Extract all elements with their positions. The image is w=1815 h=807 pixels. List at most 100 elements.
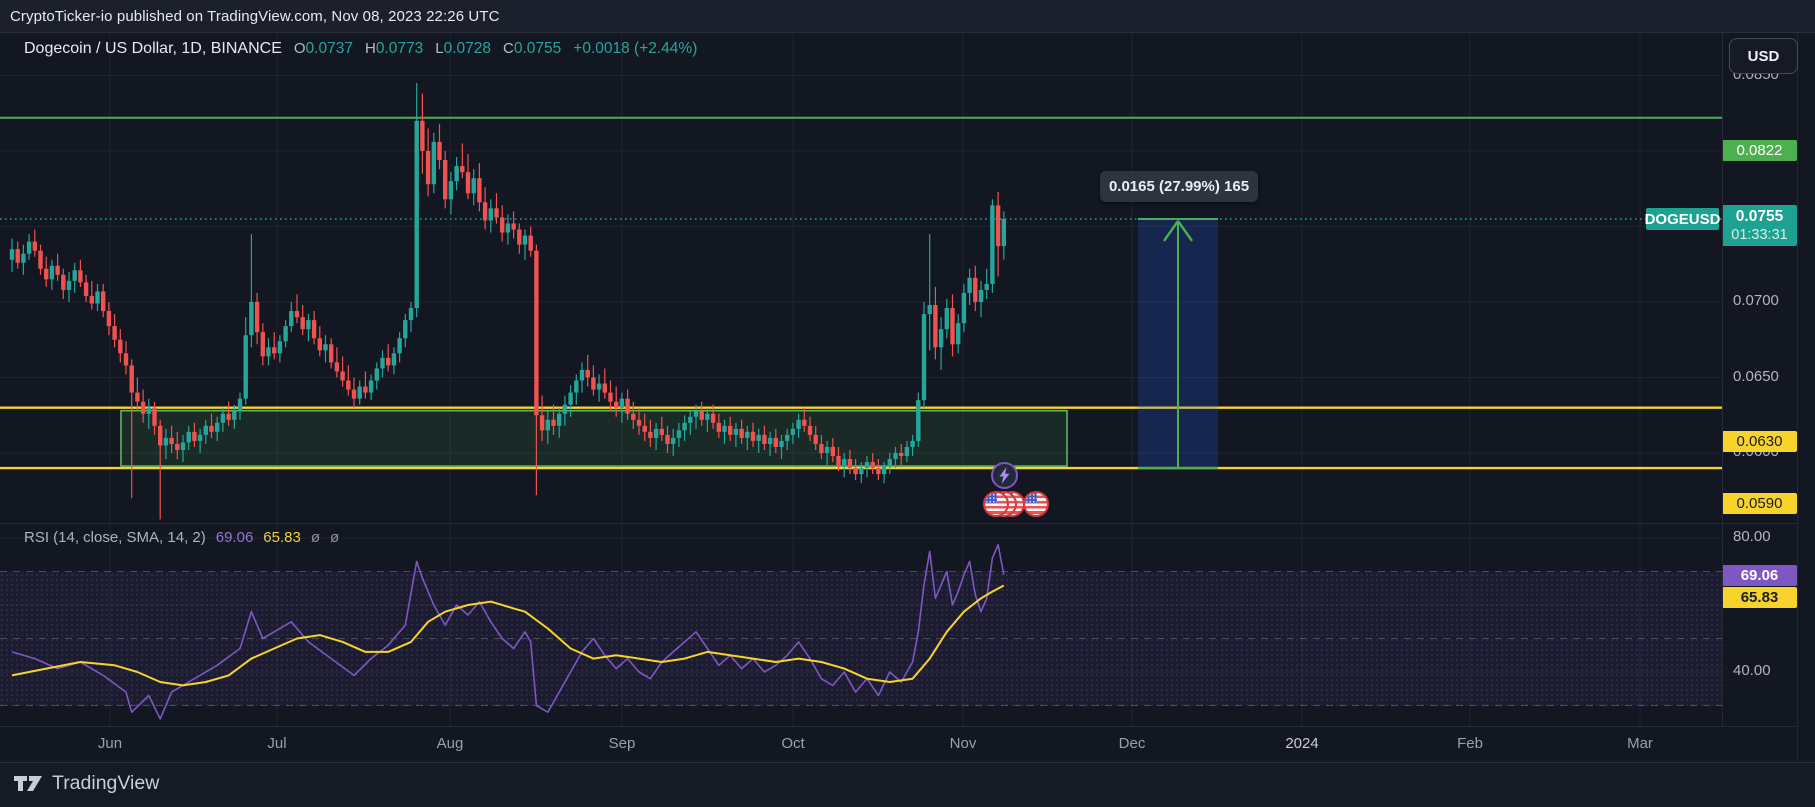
tradingview-logo[interactable]: TradingView — [14, 772, 159, 795]
candle-body — [203, 425, 208, 435]
symbol-title[interactable]: Dogecoin / US Dollar, 1D, BINANCE — [24, 40, 282, 57]
candle-body — [66, 280, 72, 290]
candle-body — [984, 283, 989, 290]
candle-body — [608, 392, 613, 402]
candle-body — [916, 400, 921, 441]
candle-body — [636, 419, 642, 426]
candle-body — [391, 353, 397, 366]
candle-body — [266, 347, 271, 357]
candle-body — [967, 277, 972, 293]
candle-body — [420, 120, 425, 151]
candle-body — [403, 320, 408, 339]
candle-body — [904, 446, 910, 457]
candle-body — [842, 459, 847, 466]
symbol-legend[interactable]: Dogecoin / US Dollar, 1D, BINANCE O 0.07… — [24, 39, 697, 59]
us-flag-icon[interactable] — [1023, 491, 1049, 517]
candle-body — [89, 295, 94, 304]
candle-body — [9, 249, 15, 260]
zone-bottom-price-label: 0.0590 — [1722, 493, 1797, 514]
candle-body — [864, 462, 870, 469]
candle-body — [300, 317, 305, 330]
candle-body — [38, 250, 43, 269]
candle-body — [790, 428, 796, 435]
candle-body — [614, 401, 619, 408]
candle-body — [500, 217, 505, 233]
measure-arrowhead — [1177, 220, 1193, 242]
candle-body — [277, 341, 283, 354]
candle-body — [340, 371, 345, 381]
candle-body — [847, 459, 853, 469]
rsi-legend[interactable]: RSI (14, close, SMA, 14, 2) 69.06 65.83 … — [24, 528, 339, 546]
lightning-event-icon[interactable] — [991, 462, 1018, 489]
candle-body — [329, 344, 334, 363]
candle-body — [733, 428, 739, 435]
candle-body — [454, 166, 459, 182]
candle-body — [568, 392, 573, 405]
candle-body — [767, 437, 773, 444]
ticker-name-label: DOGEUSD — [1645, 208, 1720, 230]
time-axis-label: Mar — [1627, 735, 1653, 752]
currency-toggle-button[interactable]: USD — [1729, 38, 1798, 74]
time-axis-label: Sep — [608, 735, 636, 752]
candle-body — [956, 323, 961, 345]
candlestick-series — [9, 83, 1006, 520]
candle-body — [859, 468, 864, 475]
candle-body — [414, 120, 419, 309]
footer-bar: TradingView — [0, 763, 1815, 807]
us-flag-icon[interactable] — [983, 491, 1009, 517]
candle-body — [243, 335, 248, 399]
candle-body — [716, 422, 721, 432]
candle-body — [688, 416, 693, 423]
candle-body — [180, 442, 186, 450]
candle-body — [232, 410, 237, 420]
rsi-title[interactable]: RSI (14, close, SMA, 14, 2) — [24, 528, 206, 546]
candle-body — [215, 422, 220, 432]
candle-body — [921, 314, 927, 401]
candle-body — [602, 383, 607, 393]
candle-body — [705, 413, 710, 420]
candle-body — [722, 425, 727, 432]
candle-body — [386, 357, 391, 366]
ohlc-high: H 0.0773 — [364, 40, 424, 57]
measure-drawing[interactable] — [1138, 217, 1218, 470]
candle-body — [545, 419, 550, 431]
price-tick-label: 0.0700 — [1733, 292, 1779, 309]
candle-body — [357, 386, 362, 399]
chart-plot[interactable] — [0, 33, 1722, 763]
rsi-band-texture — [0, 571, 1722, 706]
candle-body — [283, 326, 288, 342]
candle-body — [887, 459, 892, 466]
candle-body — [933, 305, 938, 348]
candle-body — [44, 268, 49, 280]
candle-body — [739, 428, 744, 438]
candle-body — [819, 443, 824, 453]
candle-body — [380, 357, 385, 369]
price-axis[interactable]: 0.08500.08000.07500.07000.06500.060080.0… — [1722, 33, 1815, 726]
candle-body — [374, 368, 379, 381]
support-zone-box[interactable] — [120, 409, 1068, 467]
candle-body — [574, 380, 579, 393]
candle-body — [95, 291, 100, 304]
candle-body — [26, 241, 32, 254]
candle-body — [830, 446, 835, 457]
candle-body — [539, 415, 545, 431]
pane-separator[interactable] — [0, 523, 1797, 524]
candle-body — [728, 425, 733, 435]
candle-body — [973, 277, 978, 302]
candle-body — [813, 434, 818, 444]
price-tick-label: 0.0650 — [1733, 367, 1779, 385]
candle-body — [209, 425, 214, 432]
time-axis-label: Jun — [97, 735, 123, 752]
candle-body — [163, 437, 169, 446]
tradingview-logo-text: TradingView — [52, 772, 160, 794]
candle-body — [220, 413, 226, 423]
candle-body — [676, 430, 682, 438]
rsi-value-label: 69.06 — [1722, 565, 1797, 586]
measure-tooltip[interactable]: 0.0165 (27.99%) 165 — [1100, 171, 1258, 202]
time-axis[interactable]: Jun Jul Aug Sep Oct Nov Dec 2024 Feb Mar — [0, 726, 1722, 762]
zone-top-price-label: 0.0630 — [1722, 431, 1797, 452]
time-axis-label: Jul — [267, 735, 287, 752]
candle-body — [785, 434, 790, 441]
candle-body — [152, 407, 157, 426]
candle-body — [363, 386, 368, 393]
